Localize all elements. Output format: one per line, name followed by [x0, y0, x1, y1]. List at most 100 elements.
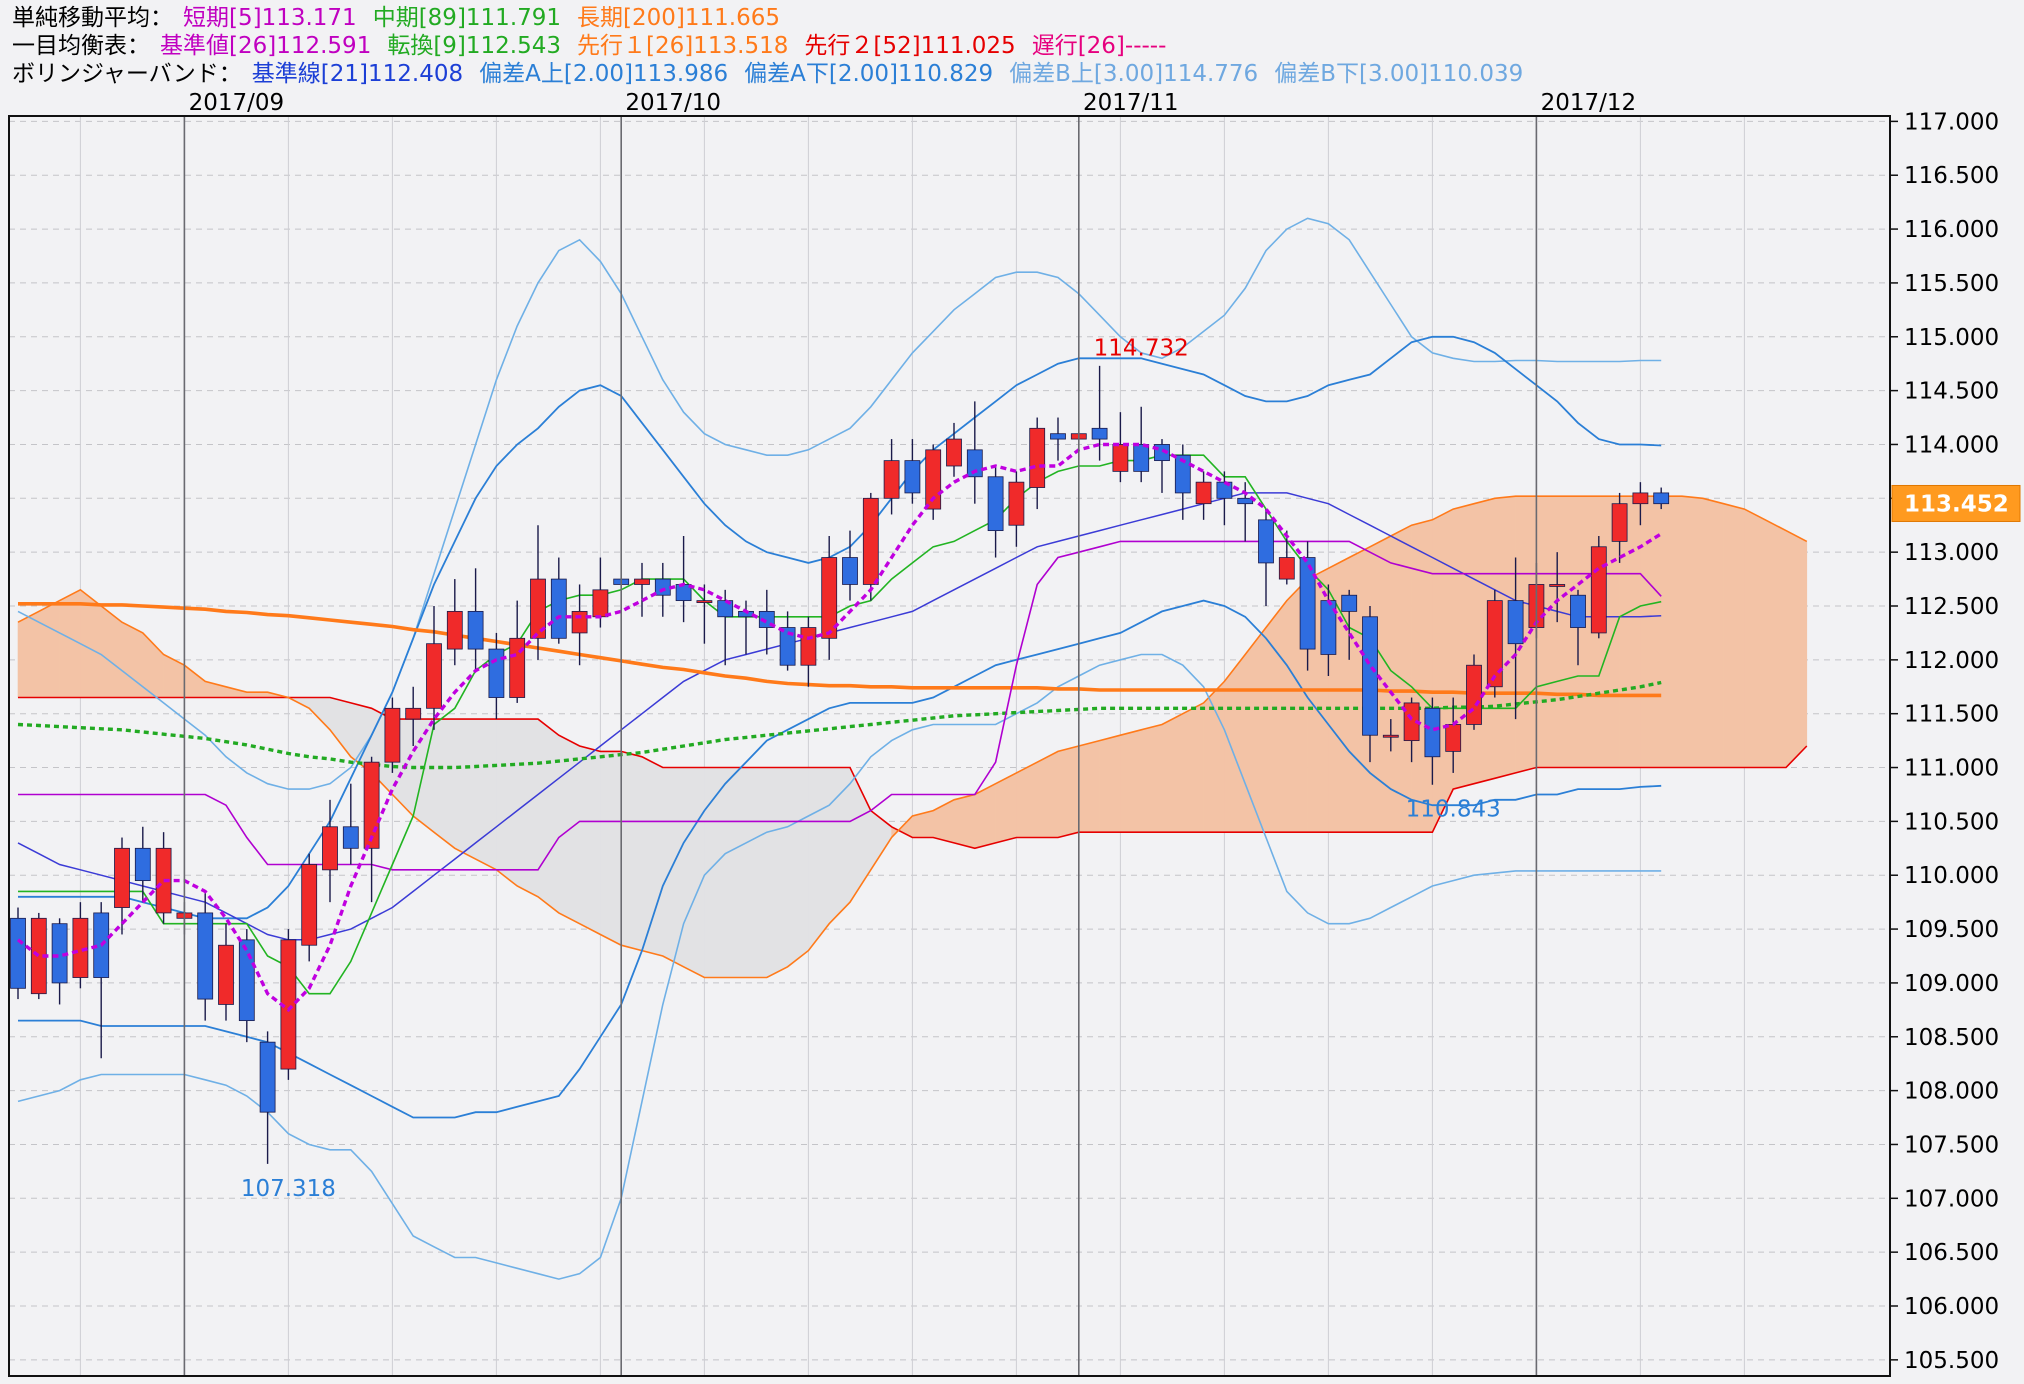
candle-up: [363, 761, 380, 849]
legend-bb-b-upper: 偏差B上[3.00]114.776: [1009, 61, 1259, 87]
legend-ichimoku: 一目均衡表： 基準値[26]112.591 転換[9]112.543 先行１[26]1…: [12, 32, 1182, 60]
ichimoku-cloud-segment: [683, 767, 705, 978]
candle-up: [509, 637, 526, 698]
candle-up: [1195, 481, 1212, 505]
candle-up: [925, 449, 942, 510]
ichimoku-cloud-segment: [787, 767, 809, 968]
candle-up: [405, 707, 422, 720]
y-tick-label: 107.000: [1904, 1186, 1999, 1212]
bollinger-b-upper-line: [17, 217, 1662, 790]
candle-down: [134, 847, 151, 882]
ichimoku-cloud-segment: [59, 589, 81, 698]
y-tick-label: 112.000: [1904, 648, 1999, 674]
ichimoku-cloud-segment: [38, 600, 60, 698]
candle-down: [1299, 557, 1316, 650]
y-tick-label: 106.500: [1904, 1240, 1999, 1266]
candle-up: [155, 847, 172, 914]
ichimoku-cloud-segment: [454, 718, 476, 860]
sma-short-line: [16, 442, 1663, 1013]
candle-up: [72, 917, 89, 978]
legend-ichimoku-label: 一目均衡表：: [12, 33, 150, 59]
candle-up: [946, 438, 962, 467]
ichimoku-cloud-segment: [1660, 495, 1683, 768]
candle-down: [1174, 454, 1191, 494]
ichimoku-cloud-segment: [1681, 495, 1704, 768]
ichimoku-cloud-segment: [1161, 713, 1184, 833]
legend-bb-b-lower: 偏差B下[3.00]110.039: [1274, 61, 1524, 87]
candle-down: [488, 648, 505, 698]
ichimoku-cloud-segment: [1536, 495, 1558, 768]
ichimoku-cloud-segment: [1723, 503, 1745, 768]
candle-down: [1091, 427, 1108, 440]
candle-down: [1570, 594, 1586, 628]
ichimoku-cloud-segment: [724, 767, 747, 978]
legend-kijun: 基準値[26]112.591: [160, 33, 372, 59]
y-tick-label: 114.000: [1904, 432, 1999, 458]
legend-bb-basis: 基準線[21]112.408: [251, 61, 464, 87]
candle-down: [1237, 497, 1254, 505]
legend-sma-short: 短期[5]113.171: [183, 5, 357, 31]
candle-down: [10, 917, 26, 989]
candle-down: [197, 912, 214, 1000]
price-annotation: 114.732: [1094, 336, 1189, 362]
candle-down: [1507, 600, 1524, 645]
candle-down: [550, 578, 567, 639]
candle-down: [717, 600, 734, 618]
y-tick-label: 115.000: [1904, 325, 1999, 351]
candle-down: [342, 826, 359, 849]
ichimoku-cloud-segment: [475, 718, 497, 871]
candle-up: [218, 944, 234, 1005]
ichimoku-cloud-segment: [1036, 750, 1059, 838]
y-tick-label: 110.500: [1904, 809, 1999, 835]
y-tick-label: 108.500: [1904, 1025, 1999, 1051]
candle-up: [1382, 734, 1399, 738]
y-tick-label: 111.000: [1904, 756, 1999, 782]
y-tick-label: 116.500: [1904, 163, 1999, 189]
y-tick-label: 113.000: [1904, 540, 1999, 566]
candle-up: [446, 610, 463, 650]
candle-up: [1112, 444, 1129, 472]
candle-down: [1216, 481, 1233, 499]
bollinger-b-lower-line: [17, 653, 1662, 1280]
legend-sma-mid: 中期[89]111.791: [372, 5, 562, 31]
legend-sma-long: 長期[200]111.665: [577, 5, 780, 31]
month-label: 2017/12: [1541, 90, 1637, 116]
legend-bollinger-label: ボリンジャーバンド：: [12, 61, 242, 87]
candle-down: [238, 939, 255, 1022]
ichimoku-cloud-segment: [537, 718, 560, 914]
y-tick-label: 108.000: [1904, 1079, 1999, 1105]
ichimoku-cloud-segment: [745, 767, 768, 978]
ichimoku-cloud-segment: [828, 767, 851, 925]
candle-down: [987, 476, 1004, 532]
candle-down: [1050, 433, 1066, 440]
y-tick-label: 107.500: [1904, 1132, 1999, 1158]
month-label: 2017/11: [1083, 90, 1179, 116]
candle-up: [1466, 664, 1482, 725]
y-tick-label: 114.500: [1904, 379, 1999, 405]
candle-up: [384, 707, 401, 763]
candle-up: [322, 826, 338, 871]
ichimoku-cloud-segment: [953, 794, 976, 849]
ichimoku-cloud-segment: [1702, 497, 1724, 768]
y-tick-label: 116.000: [1904, 217, 1999, 243]
last-price-marker: [1891, 484, 2021, 522]
legend-chikou: 遅行[26]-----: [1031, 33, 1167, 59]
candle-down: [1362, 616, 1378, 736]
senkou-span-a-line: [17, 495, 1808, 979]
ichimoku-cloud-segment: [1244, 626, 1267, 833]
candle-up: [1632, 492, 1649, 505]
ichimoku-cloud-segment: [620, 751, 643, 951]
ichimoku-cloud-segment: [1265, 599, 1288, 833]
ichimoku-cloud-segment: [579, 745, 601, 935]
legend-bollinger: ボリンジャーバンド： 基準線[21]112.408 偏差A上[2.00]113.98…: [12, 60, 1539, 88]
price-annotation: 107.318: [241, 1176, 336, 1202]
candle-up: [1029, 427, 1046, 488]
month-label: 2017/10: [625, 90, 721, 116]
y-tick-label: 109.500: [1904, 917, 1999, 943]
sma-long-line: [18, 602, 1662, 698]
candle-up: [800, 627, 817, 666]
candle-up: [821, 557, 838, 639]
candle-down: [904, 460, 921, 494]
